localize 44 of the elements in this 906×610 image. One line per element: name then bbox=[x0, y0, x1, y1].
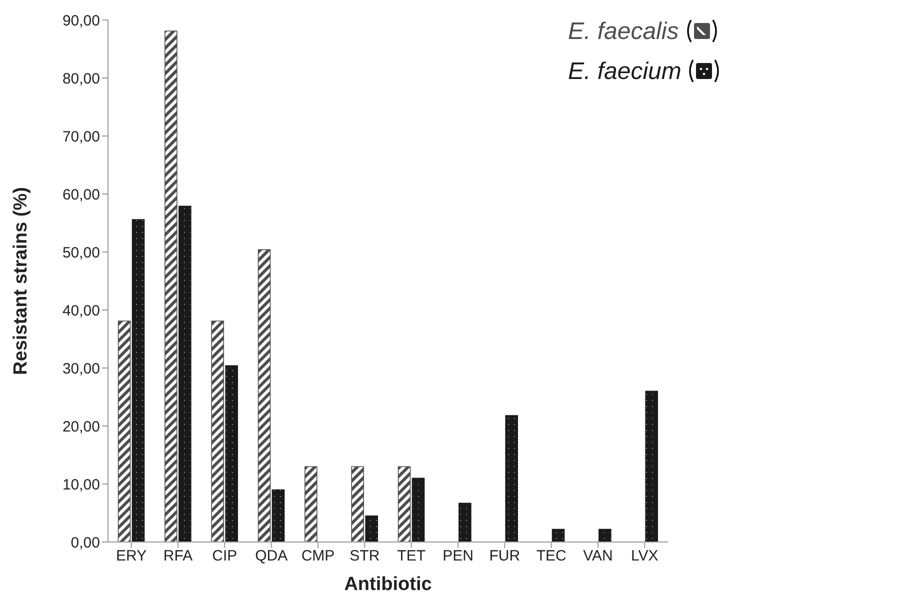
x-tick-label: RFA bbox=[163, 548, 193, 565]
y-tick-label: 70,00 bbox=[62, 128, 100, 146]
x-tick-label: TEC bbox=[536, 548, 566, 565]
bar bbox=[398, 466, 411, 542]
bar bbox=[505, 415, 518, 542]
y-tick-label: 40,00 bbox=[62, 302, 100, 320]
bar bbox=[258, 249, 271, 542]
bar bbox=[412, 478, 425, 542]
x-tick-label: LVX bbox=[631, 548, 658, 565]
y-tick-label: 80,00 bbox=[62, 70, 100, 88]
bar bbox=[132, 219, 145, 542]
bar bbox=[365, 516, 378, 542]
x-tick-label: VAN bbox=[583, 548, 613, 565]
bar bbox=[458, 502, 472, 542]
text: E. faecalis bbox=[568, 18, 679, 45]
x-tick-label: TET bbox=[397, 548, 426, 565]
x-tick-label: STR bbox=[350, 548, 380, 565]
x-tick-label: FUR bbox=[489, 548, 520, 565]
y-tick-label: 90,00 bbox=[62, 12, 100, 30]
bar bbox=[178, 206, 192, 542]
bar bbox=[164, 30, 178, 542]
x-tick-label: CMP bbox=[301, 548, 335, 565]
bar bbox=[598, 528, 612, 542]
x-axis-title: Antibiotic bbox=[344, 574, 432, 595]
y-axis-title: Resistant strains (%) bbox=[10, 187, 32, 375]
x-tick-label: PEN bbox=[442, 548, 474, 565]
y-tick-label: 30,00 bbox=[62, 360, 100, 378]
bar bbox=[351, 466, 364, 542]
bar bbox=[272, 489, 285, 542]
bar bbox=[552, 528, 565, 542]
x-tick-label: QDA bbox=[255, 548, 288, 565]
text: E. faecium bbox=[568, 58, 682, 85]
y-tick-label: 50,00 bbox=[62, 244, 100, 262]
y-tick-label: 0,00 bbox=[70, 534, 100, 552]
y-tick-label: 10,00 bbox=[62, 476, 100, 494]
bar bbox=[118, 320, 131, 542]
bar bbox=[304, 466, 318, 542]
y-tick-label: 20,00 bbox=[62, 418, 100, 436]
y-tick-label: 60,00 bbox=[62, 186, 100, 204]
x-tick-label: ERY bbox=[116, 548, 147, 565]
x-tick-label: CIP bbox=[212, 548, 238, 565]
bar bbox=[211, 320, 224, 542]
bar bbox=[645, 390, 658, 542]
bar bbox=[225, 365, 238, 542]
